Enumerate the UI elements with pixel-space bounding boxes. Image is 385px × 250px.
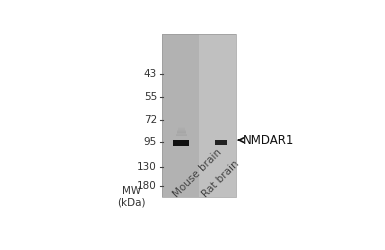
Bar [173,140,189,145]
Text: 95: 95 [144,137,157,147]
Text: 55: 55 [144,92,157,102]
Text: 130: 130 [137,162,157,172]
Text: NMDAR1: NMDAR1 [243,134,295,146]
Bar [178,128,185,130]
Bar [177,130,186,132]
Bar [199,34,236,198]
Bar [177,129,186,131]
Text: 180: 180 [137,181,157,191]
Text: Rat brain: Rat brain [201,159,241,200]
Text: Mouse brain: Mouse brain [171,147,223,200]
Bar [177,132,186,133]
Bar [162,34,236,198]
Bar [176,134,187,135]
Bar [162,34,199,198]
Bar [176,135,187,136]
Bar [176,132,186,134]
Text: MW
(kDa): MW (kDa) [117,186,146,208]
Bar [214,140,226,145]
Text: 43: 43 [144,69,157,79]
Bar [178,127,185,129]
Text: 72: 72 [144,116,157,126]
